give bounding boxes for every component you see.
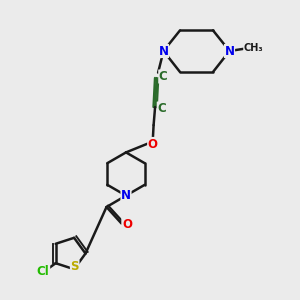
- Text: N: N: [121, 189, 131, 202]
- Text: C: C: [157, 102, 166, 115]
- Text: O: O: [148, 137, 158, 151]
- Text: C: C: [159, 70, 168, 83]
- Text: N: N: [158, 44, 169, 58]
- Text: Cl: Cl: [37, 266, 50, 278]
- Text: S: S: [70, 260, 79, 273]
- Text: O: O: [122, 218, 132, 232]
- Text: N: N: [224, 44, 235, 58]
- Text: CH₃: CH₃: [244, 43, 263, 53]
